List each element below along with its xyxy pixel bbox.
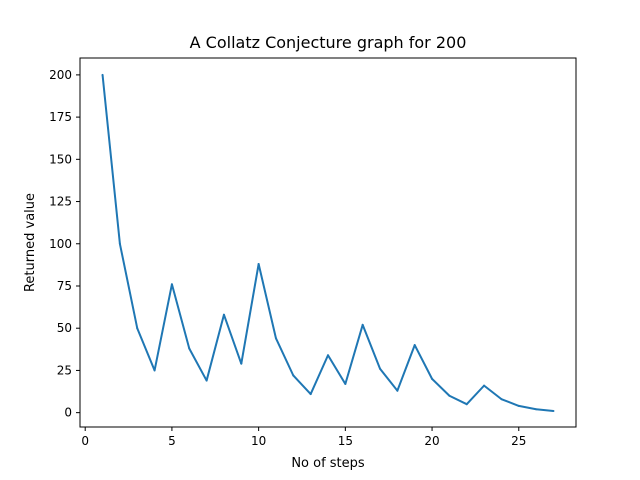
x-tick-label: 10 [251,434,266,448]
y-tick-label: 125 [49,195,72,209]
data-point [344,382,347,385]
x-tick-label: 20 [424,434,439,448]
x-tick-label: 0 [81,434,89,448]
data-point [222,313,225,316]
data-point [361,323,364,326]
data-point [517,404,520,407]
data-point [379,367,382,370]
data-point [448,394,451,397]
data-point [205,379,208,382]
data-points [101,73,555,412]
data-point [274,337,277,340]
x-tick-label: 5 [168,434,176,448]
y-tick-label: 25 [57,363,72,377]
data-point [327,354,329,357]
data-point [136,327,139,330]
data-point [465,403,468,406]
y-tick-label: 75 [57,279,72,293]
data-point [431,377,434,380]
y-tick-label: 0 [64,406,72,420]
y-tick-label: 100 [49,237,72,251]
plot-frame [79,57,577,428]
data-point [188,347,191,350]
x-axis-ticks: 0 5 10 15 20 25 [81,427,526,448]
x-tick-label: 25 [511,434,526,448]
data-point [257,263,260,266]
plot-area [80,58,576,427]
y-tick-label: 50 [57,321,72,335]
data-point [292,374,295,377]
data-point [118,242,121,245]
y-tick-label: 150 [49,152,72,166]
data-point [500,398,503,401]
data-point [170,283,173,286]
x-tick-label: 15 [338,434,353,448]
y-tick-label: 175 [49,110,72,124]
x-axis-label: No of steps [291,456,365,471]
data-point [413,344,416,347]
data-point [240,362,243,365]
data-point [153,369,156,372]
y-axis-ticks: 0 25 50 75 100 125 150 175 200 [49,68,80,420]
data-point [535,408,538,411]
y-axis-label: Returned value [23,193,38,292]
data-point [483,384,486,387]
y-tick-label: 200 [49,68,72,82]
data-point [309,393,312,396]
data-point [101,73,104,76]
chart-title: A Collatz Conjecture graph for 200 [190,33,467,52]
data-point [396,389,399,392]
data-point [552,409,555,412]
